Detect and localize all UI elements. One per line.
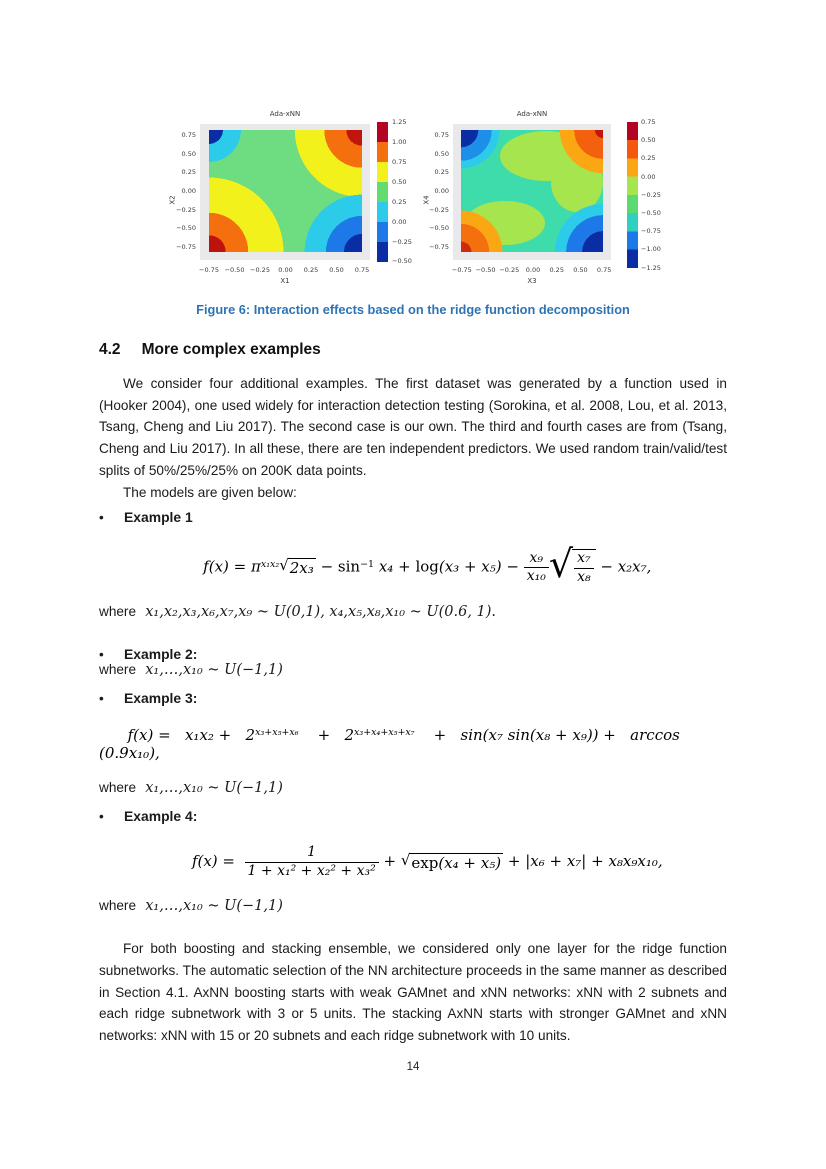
plot1-colorbar-ticks: 1.25 1.00 0.75 0.50 0.25 0.00 −0.25 −0.5…	[392, 118, 412, 266]
plot2-y-ticks: 0.75 0.50 0.25 0.00 −0.25 −0.50 −0.75	[429, 131, 449, 251]
closing-paragraph: For both boosting and stacking ensemble,…	[99, 941, 727, 1044]
plot2-contour-image	[461, 130, 603, 252]
plot1-ylabel: X2	[168, 195, 177, 205]
plot2-title: Ada-xNN	[516, 110, 548, 118]
plot1-colorbar	[377, 122, 388, 262]
plot2-xlabel: X3	[527, 277, 537, 285]
bullet-icon: •	[99, 809, 104, 825]
example-2-where: where x₁,…,x₁₀ ~ U(−1,1)	[99, 662, 283, 679]
page-number: 14	[406, 1061, 420, 1073]
equation-1: f(x) = πx₁x₂ √ 2x₃ − sin−1 x₄ + log(x₃ + x…	[203, 542, 652, 587]
example-3-bullet: • Example 3:	[99, 690, 727, 706]
section-number: 4.2	[99, 341, 121, 358]
example-2-label: Example 2:	[124, 646, 198, 663]
bullet-icon: •	[99, 691, 104, 707]
example-4-bullet: • Example 4:	[99, 808, 727, 824]
section-title: More complex examples	[141, 341, 321, 358]
example-1-label: Example 1	[124, 509, 193, 526]
radical-sign: √	[400, 850, 411, 869]
plot1-title: Ada-xNN	[269, 110, 301, 118]
example-4-where: where x₁,…,x₁₀ ~ U(−1,1)	[99, 898, 283, 915]
figure-6: Ada-xNN	[0, 108, 826, 300]
intro-paragraph: We consider four additional examples. Th…	[99, 376, 727, 478]
plot2-ylabel: X4	[422, 195, 431, 205]
radical-sign: √	[548, 542, 574, 587]
figure-caption: Figure 6: Interaction effects based on t…	[196, 302, 630, 317]
plot2-colorbar	[627, 122, 638, 268]
example-3-where: where x₁,…,x₁₀ ~ U(−1,1)	[99, 780, 283, 797]
plot1-xlabel: X1	[280, 277, 290, 285]
example-2-bullet: • Example 2:	[99, 646, 727, 662]
plot2-x-ticks: −0.75 −0.50 −0.25 0.00 0.25 0.50 0.75	[451, 266, 612, 274]
bullet-icon: •	[99, 647, 104, 663]
radical-sign: √	[279, 556, 289, 575]
plot1-x-ticks: −0.75 −0.50 −0.25 0.00 0.25 0.50 0.75	[199, 266, 370, 274]
section-heading: 4.2 More complex examples	[99, 341, 727, 359]
bullet-icon: •	[99, 510, 104, 526]
models-line: The models are given below:	[123, 484, 297, 500]
plot2-colorbar-ticks: 0.75 0.50 0.25 0.00 −0.25 −0.50 −0.75 −1…	[641, 118, 661, 272]
example-3-label: Example 3:	[124, 690, 198, 707]
plot1-axes	[200, 124, 370, 260]
example-1-bullet: • Example 1	[99, 509, 727, 525]
text-column: Figure 6: Interaction effects based on t…	[99, 298, 727, 1047]
example-4-label: Example 4:	[124, 808, 198, 825]
plot1-y-ticks: 0.75 0.50 0.25 0.00 −0.25 −0.50 −0.75	[176, 131, 196, 251]
example-1-where: where x₁,x₂,x₃,x₆,x₇,x₉ ~ U(0,1), x₄,x₅,…	[99, 604, 497, 621]
plot2-axes	[453, 124, 611, 260]
equation-3: f(x) = x₁x₂ + 2x₃+x₅+x₆ + 2x₃+x₄+x₅+x₇ +…	[99, 726, 685, 763]
plot1-contour-image	[209, 130, 362, 252]
